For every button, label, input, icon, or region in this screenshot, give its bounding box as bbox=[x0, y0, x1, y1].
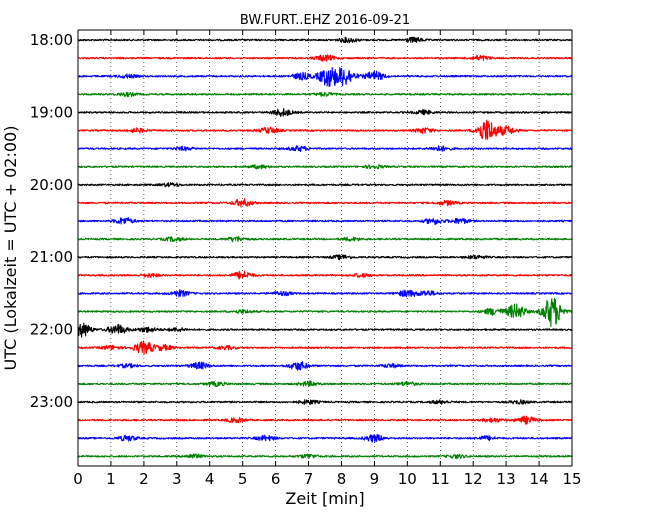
x-tick-label: 8 bbox=[337, 470, 347, 488]
x-tick-label: 15 bbox=[562, 470, 581, 488]
trace-2215 bbox=[77, 340, 573, 355]
x-axis-label: Zeit [min] bbox=[285, 489, 364, 508]
trace-1845 bbox=[77, 91, 573, 98]
trace-2000 bbox=[77, 181, 573, 188]
x-tick-label: 10 bbox=[398, 470, 417, 488]
x-tick-label: 3 bbox=[172, 470, 182, 488]
trace-2145 bbox=[77, 297, 573, 328]
x-tick-label: 14 bbox=[530, 470, 549, 488]
trace-1945 bbox=[77, 164, 573, 170]
trace-2315 bbox=[77, 415, 573, 425]
seismogram-traces bbox=[77, 36, 573, 460]
x-tick-label: 12 bbox=[464, 470, 483, 488]
x-tick-label: 11 bbox=[431, 470, 450, 488]
trace-2330 bbox=[77, 433, 573, 443]
y-tick-label: 18:00 bbox=[30, 31, 73, 49]
y-axis-ticks: 18:00 19:00 20:00 21:00 22:00 23:00 bbox=[30, 31, 572, 411]
trace-2115 bbox=[77, 270, 573, 280]
trace-2200 bbox=[77, 322, 573, 338]
trace-2245 bbox=[77, 380, 573, 388]
trace-1815 bbox=[77, 54, 573, 62]
chart-title: BW.FURT..EHZ 2016-09-21 bbox=[240, 13, 410, 28]
x-axis-ticks: 0 1 2 3 4 5 6 7 8 9 10 11 12 13 14 15 bbox=[73, 30, 582, 488]
x-tick-label: 5 bbox=[238, 470, 248, 488]
grid-lines bbox=[110, 30, 540, 466]
y-tick-label: 23:00 bbox=[30, 393, 73, 411]
x-tick-label: 0 bbox=[73, 470, 83, 488]
trace-1800 bbox=[77, 36, 573, 44]
y-tick-label: 20:00 bbox=[30, 176, 73, 194]
trace-1930 bbox=[77, 145, 573, 153]
trace-2345 bbox=[77, 453, 573, 460]
x-tick-label: 6 bbox=[271, 470, 281, 488]
x-tick-label: 1 bbox=[106, 470, 116, 488]
trace-1900 bbox=[77, 108, 573, 117]
x-tick-label: 9 bbox=[370, 470, 380, 488]
plot-frame bbox=[77, 29, 573, 467]
trace-1915 bbox=[77, 119, 573, 140]
trace-2300 bbox=[77, 399, 573, 405]
x-tick-label: 13 bbox=[497, 470, 516, 488]
trace-2230 bbox=[77, 361, 573, 371]
x-tick-label: 4 bbox=[205, 470, 215, 488]
trace-2015 bbox=[77, 198, 573, 208]
trace-2030 bbox=[77, 217, 573, 225]
trace-2045 bbox=[77, 236, 573, 243]
trace-1830 bbox=[77, 67, 573, 87]
trace-2130 bbox=[77, 289, 573, 298]
x-tick-label: 7 bbox=[304, 470, 314, 488]
y-tick-label: 21:00 bbox=[30, 248, 73, 266]
y-tick-label: 19:00 bbox=[30, 103, 73, 121]
x-tick-label: 2 bbox=[139, 470, 149, 488]
trace-2100 bbox=[77, 254, 573, 261]
y-axis-label: UTC (Lokalzeit = UTC + 02:00) bbox=[1, 126, 20, 371]
y-tick-label: 22:00 bbox=[30, 321, 73, 339]
